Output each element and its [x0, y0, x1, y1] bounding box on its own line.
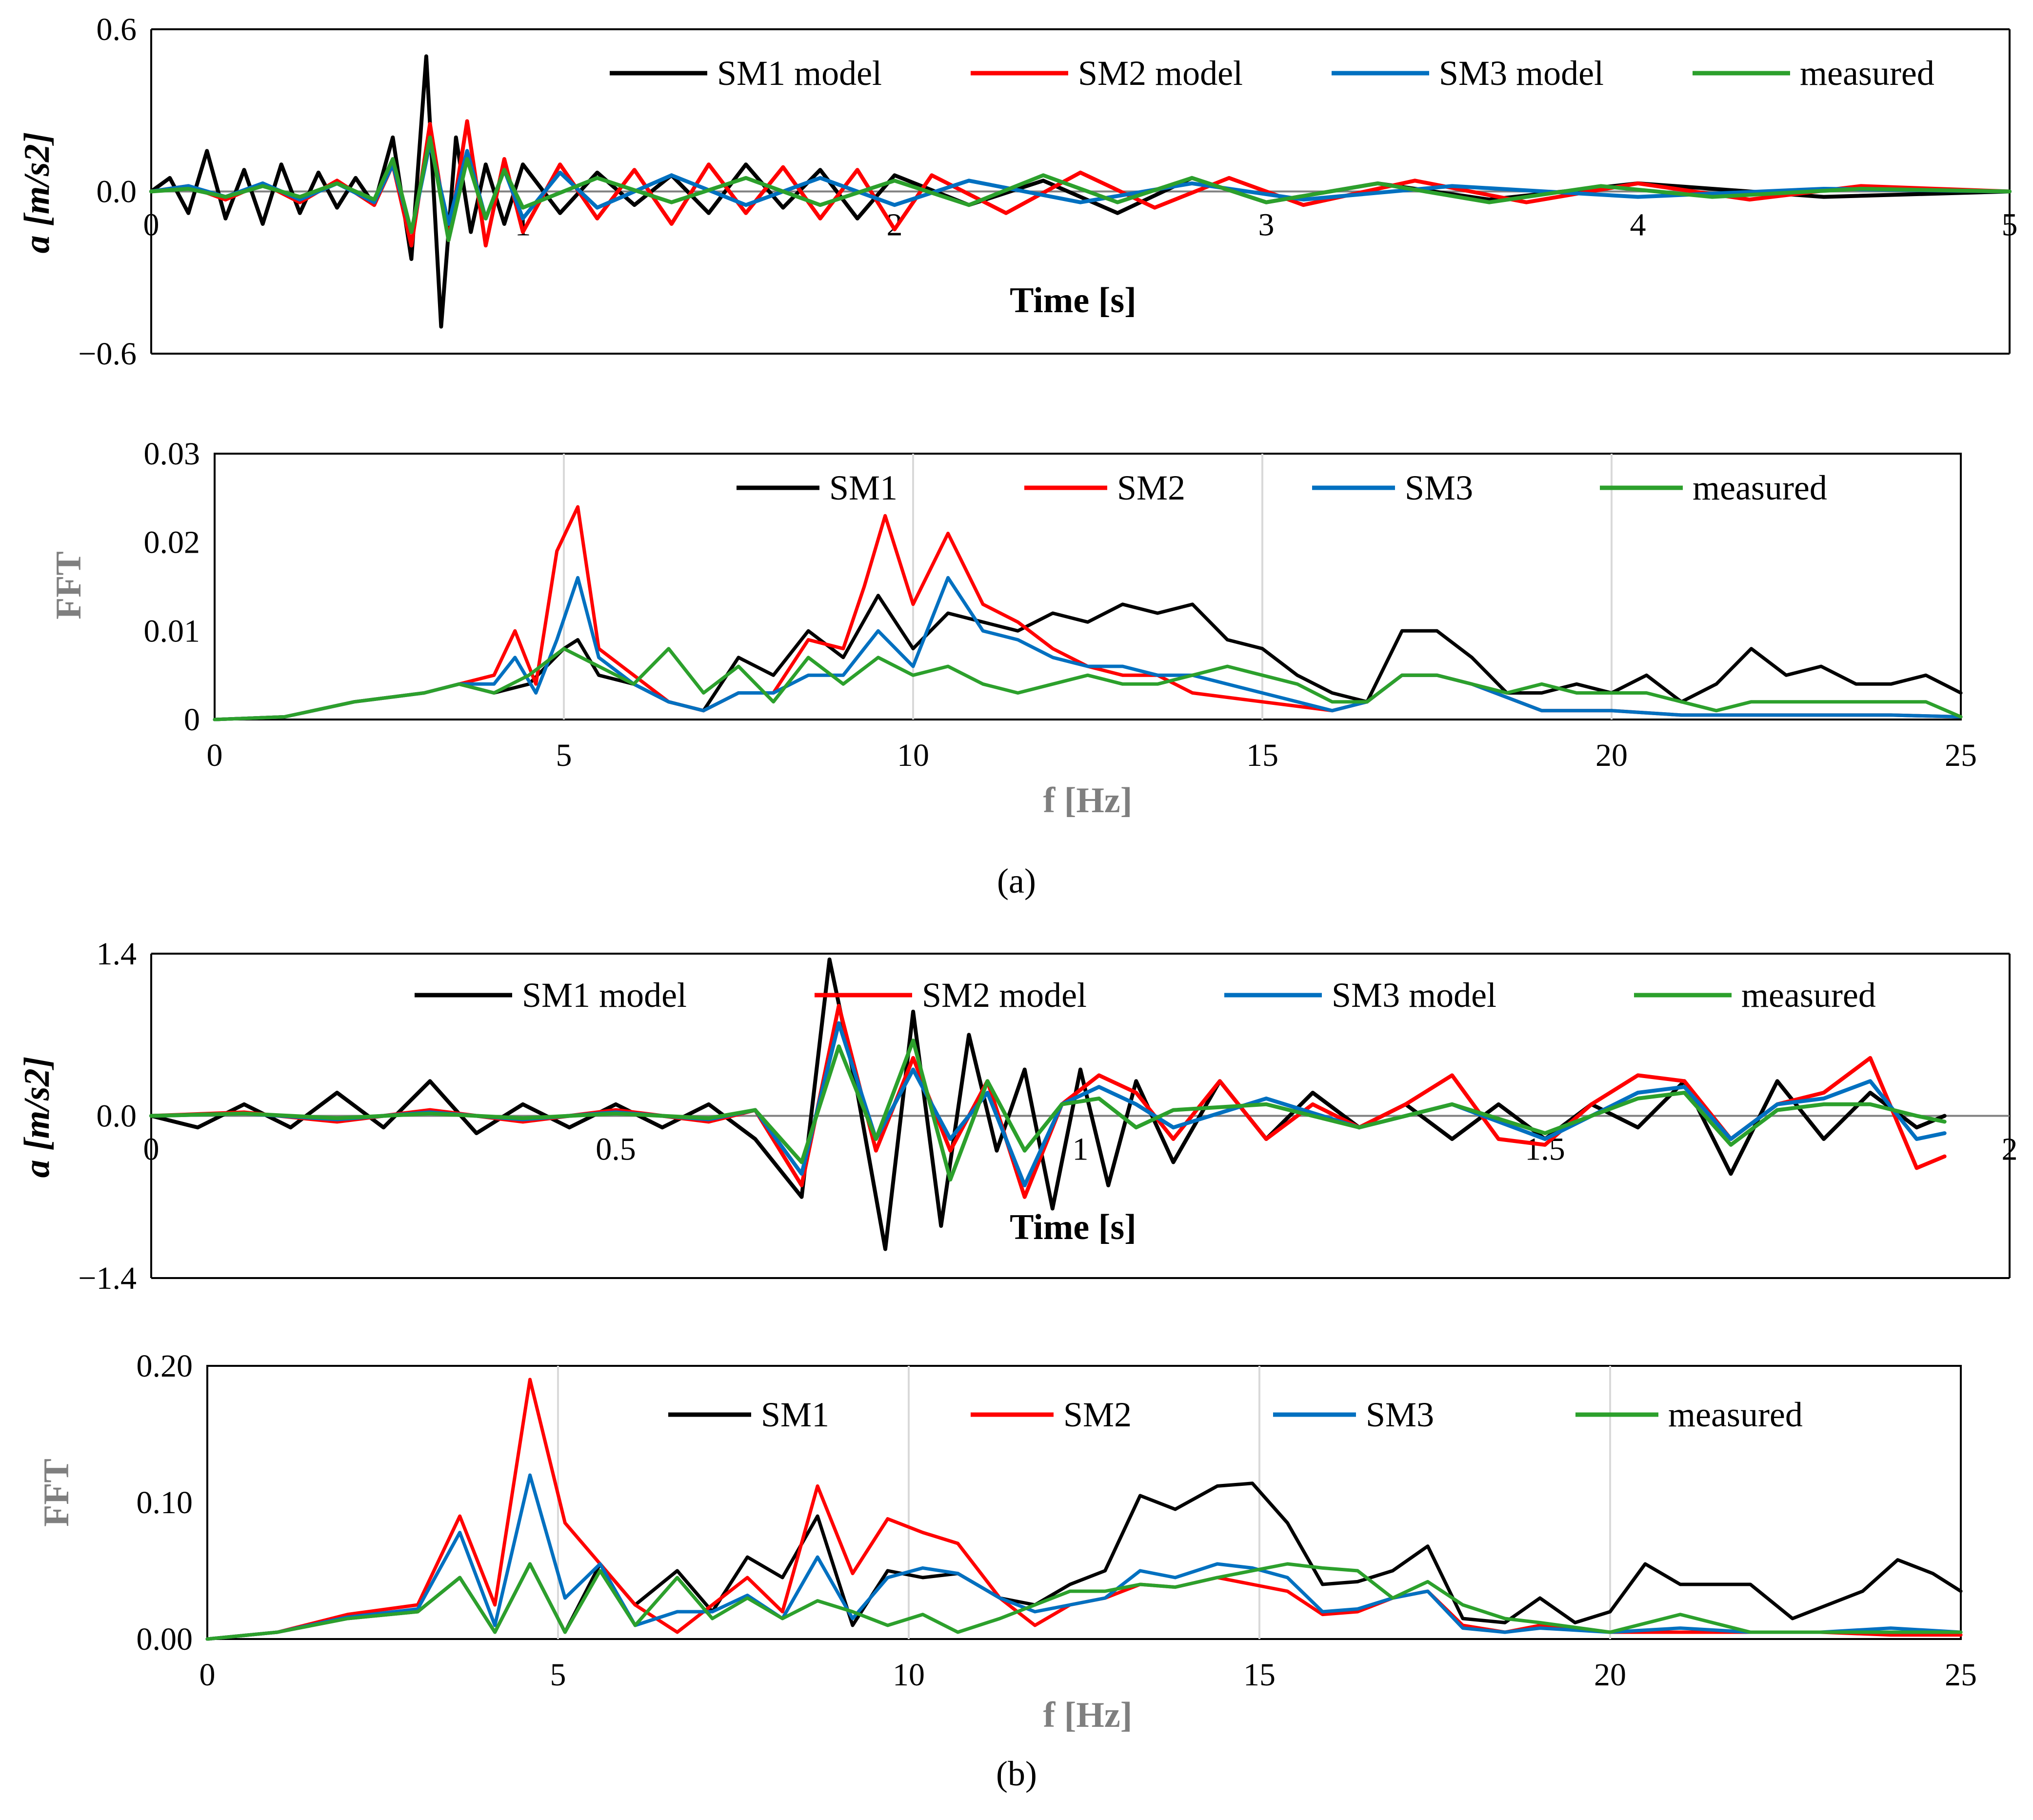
legend-label: measured [1741, 976, 1876, 1015]
y-tick-label: 0.00 [137, 1621, 193, 1657]
y-tick-label: −0.6 [78, 336, 137, 372]
x-tick-label: 5 [556, 738, 572, 773]
y-tick-label: 0.03 [144, 436, 200, 472]
x-axis-label: f [Hz] [1043, 1695, 1133, 1735]
legend-label: SM2 model [1078, 54, 1243, 93]
x-tick-label: 25 [1945, 738, 1977, 773]
legend-label: SM1 [829, 468, 897, 507]
y-axis-label: a [m/s2] [17, 132, 57, 254]
y-tick-label: 0.0 [97, 174, 137, 210]
x-axis-label: f [Hz] [1043, 780, 1133, 820]
x-tick-label: 3 [1258, 207, 1275, 243]
y-tick-label: 0.02 [144, 525, 200, 560]
x-tick-label: 2 [2002, 1132, 2018, 1167]
x-tick-label: 5 [550, 1657, 566, 1693]
x-tick-label: 1 [1073, 1132, 1089, 1167]
chart-b-fft: 0.00 0.10 0.20 0 5 10 15 20 25 SM1 SM2 SM3 measured f… [37, 1348, 1977, 1735]
legend-label: SM2 [1117, 468, 1185, 507]
plot-frame [214, 453, 1962, 720]
legend-label: measured [1693, 468, 1827, 507]
y-tick-label: 0.0 [97, 1099, 137, 1134]
caption-b: (b) [996, 1754, 1037, 1793]
y-tick-label: 1.4 [97, 936, 137, 972]
x-tick-label: 5 [2002, 207, 2018, 243]
y-tick-label: 0 [184, 702, 200, 738]
series-line-sm2 [149, 119, 2012, 248]
x-tick-label: 0 [199, 1657, 216, 1693]
y-axis-label: FFT [37, 1459, 77, 1527]
x-tick-label: 15 [1243, 1657, 1276, 1693]
series-line-sm1 [205, 1481, 1963, 1641]
legend-label: SM1 [761, 1395, 829, 1434]
series-line-measured [149, 1039, 1947, 1182]
x-tick-label: 0 [207, 738, 223, 773]
legend-label: SM3 model [1332, 976, 1496, 1015]
series-line-sm3 [213, 576, 1963, 721]
x-axis-label: Time [s] [1010, 1207, 1136, 1247]
x-tick-label: 0.5 [596, 1132, 636, 1167]
x-tick-label: 0 [143, 207, 159, 243]
legend-label: measured [1668, 1395, 1803, 1434]
series-line-measured [213, 647, 1963, 721]
x-axis-label: Time [s] [1010, 280, 1136, 320]
x-tick-label: 20 [1595, 738, 1628, 773]
series-line-measured [149, 135, 2012, 242]
x-tick-label: 10 [893, 1657, 925, 1693]
legend-label: SM1 model [717, 54, 882, 93]
series-line-sm1 [149, 957, 1947, 1251]
legend-label: SM2 [1063, 1395, 1132, 1434]
caption-a: (a) [997, 861, 1036, 900]
y-tick-label: 0.01 [144, 613, 200, 649]
legend-label: SM3 [1366, 1395, 1434, 1434]
legend-label: SM1 model [522, 976, 687, 1015]
x-tick-label: 2 [887, 207, 903, 243]
legend-label: SM3 model [1439, 54, 1604, 93]
legend-label: SM3 [1405, 468, 1473, 507]
x-tick-label: 20 [1594, 1657, 1626, 1693]
chart-a-fft: 0 0.01 0.02 0.03 0 5 10 15 20 25 SM1 SM2 SM3 measured… [49, 436, 1977, 820]
plot-frame [206, 1365, 1962, 1640]
x-tick-label: 15 [1246, 738, 1278, 773]
y-tick-label: 0.10 [137, 1485, 193, 1520]
y-tick-label: −1.4 [78, 1260, 137, 1296]
x-tick-label: 25 [1945, 1657, 1977, 1693]
y-axis-label: a [m/s2] [17, 1057, 57, 1178]
series-line-sm3 [205, 1473, 1963, 1641]
x-tick-label: 10 [897, 738, 929, 773]
y-tick-label: 0.20 [137, 1348, 193, 1384]
series-line-measured [205, 1562, 1963, 1641]
y-tick-label: 0.6 [97, 12, 137, 47]
legend-label: SM2 model [922, 976, 1087, 1015]
legend-label: measured [1800, 54, 1934, 93]
y-axis-label: FFT [49, 551, 89, 620]
x-tick-label: 0 [143, 1132, 159, 1167]
x-tick-label: 4 [1630, 207, 1646, 243]
